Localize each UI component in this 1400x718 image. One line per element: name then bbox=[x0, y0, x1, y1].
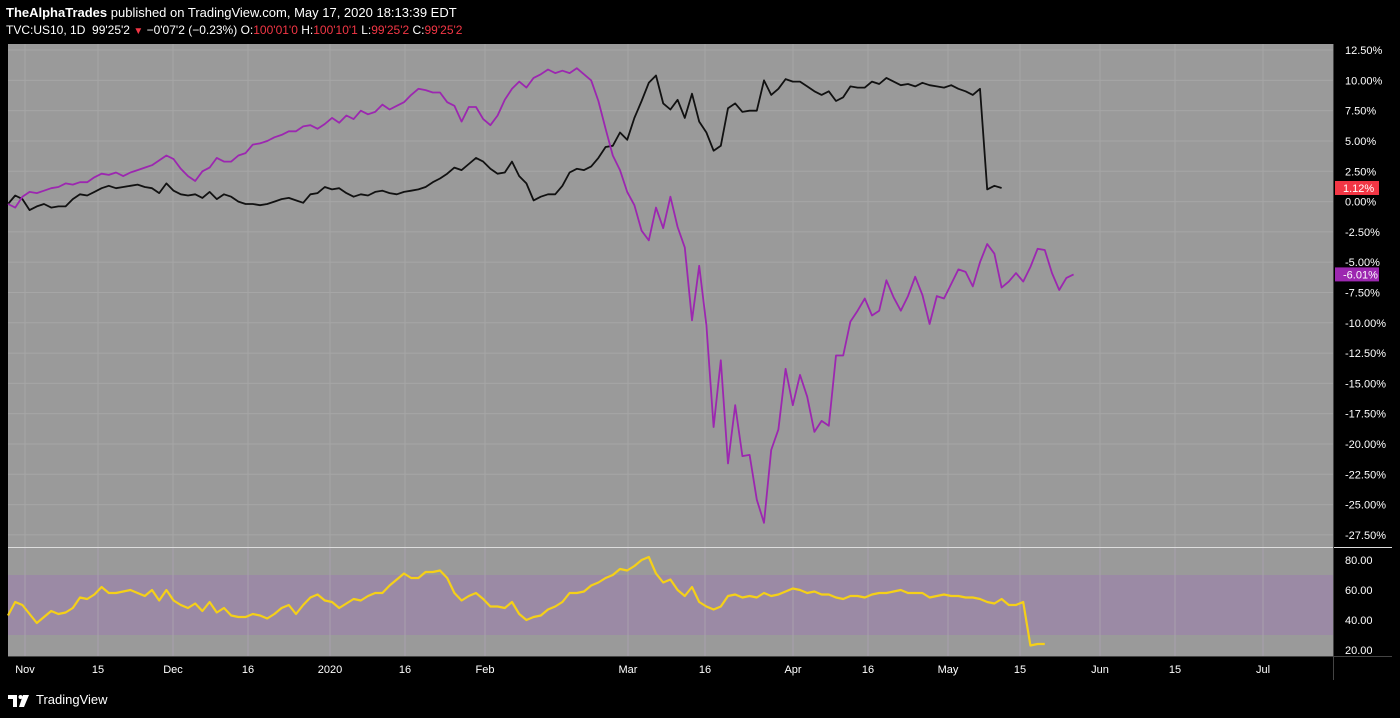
oscillator-y-tick-label: 20.00 bbox=[1345, 645, 1373, 657]
equity-series-line bbox=[7, 67, 1074, 524]
main-y-tick-label: 2.50% bbox=[1345, 166, 1376, 178]
time-axis-tick-label: 2020 bbox=[318, 664, 342, 676]
oscillator-y-tick-label: 80.00 bbox=[1345, 555, 1373, 567]
close-value: 99'25'2 bbox=[424, 23, 463, 37]
oscillator-y-axis[interactable]: 80.00 60.00 40.00 20.00 bbox=[1345, 555, 1373, 657]
equity-last-value-badge bbox=[1335, 267, 1379, 282]
main-pane[interactable] bbox=[8, 44, 1333, 547]
oscillator-y-tick-label: 40.00 bbox=[1345, 615, 1373, 627]
equity-last-value-text: -6.01% bbox=[1343, 269, 1378, 281]
last-price: 99'25'2 bbox=[92, 23, 130, 37]
main-y-tick-label: 5.00% bbox=[1345, 136, 1376, 148]
time-axis-tick-label: May bbox=[938, 664, 959, 676]
main-y-tick-label: -5.00% bbox=[1345, 257, 1380, 269]
time-axis-tick-label: Dec bbox=[163, 664, 183, 676]
open-value: 100'01'0 bbox=[253, 23, 298, 37]
main-y-tick-label: -27.50% bbox=[1345, 530, 1386, 542]
main-y-tick-label: 10.00% bbox=[1345, 75, 1383, 87]
footer: TradingView bbox=[0, 686, 1400, 718]
high-label: H: bbox=[301, 23, 314, 37]
time-axis-tick-label: 15 bbox=[1169, 664, 1181, 676]
time-axis-tick-label: 15 bbox=[1014, 664, 1026, 676]
time-axis-tick-label: Nov bbox=[15, 664, 35, 676]
main-y-tick-label: -20.00% bbox=[1345, 439, 1386, 451]
main-gridlines bbox=[8, 44, 1333, 547]
us10-series-line bbox=[7, 74, 1002, 212]
time-axis-tick-label: 16 bbox=[699, 664, 711, 676]
time-axis-tick-label: 15 bbox=[92, 664, 104, 676]
main-y-tick-label: 7.50% bbox=[1345, 106, 1376, 118]
main-y-tick-label: -7.50% bbox=[1345, 287, 1380, 299]
us10-last-value-badge bbox=[1335, 180, 1379, 195]
price-change: −0'07'2 (−0.23%) bbox=[146, 23, 238, 37]
rsi-series-line bbox=[7, 555, 1045, 647]
main-y-tick-label: -15.00% bbox=[1345, 378, 1386, 390]
tradingview-logo[interactable]: TradingView bbox=[8, 692, 108, 707]
close-label: C: bbox=[412, 23, 425, 37]
us10-last-value-text: 1.12% bbox=[1343, 183, 1374, 195]
publish-info: TheAlphaTrades published on TradingView.… bbox=[6, 5, 457, 20]
time-axis-tick-label: Apr bbox=[784, 664, 801, 676]
publish-text: published on TradingView.com, May 17, 20… bbox=[107, 5, 457, 20]
down-triangle-icon: ▼ bbox=[133, 26, 144, 37]
main-y-tick-label: -2.50% bbox=[1345, 227, 1380, 239]
low-value: 99'25'2 bbox=[371, 23, 410, 37]
time-axis-tick-label: 16 bbox=[862, 664, 874, 676]
time-axis-tick-label: Feb bbox=[476, 664, 495, 676]
author-name[interactable]: TheAlphaTrades bbox=[6, 5, 108, 20]
time-axis-tick-label: Jul bbox=[1256, 664, 1270, 676]
time-axis-tick-label: Jun bbox=[1091, 664, 1109, 676]
footer-brand: TradingView bbox=[36, 692, 108, 707]
open-label: O: bbox=[240, 23, 254, 37]
time-axis-tick-label: 16 bbox=[242, 664, 254, 676]
rsi-band bbox=[8, 575, 1333, 635]
low-label: L: bbox=[361, 23, 372, 37]
time-axis-tick-label: Mar bbox=[619, 664, 638, 676]
symbol-legend[interactable]: TVC:US10, 1D 99'25'2 ▼ −0'07'2 (−0.23%) … bbox=[6, 23, 462, 37]
main-y-axis[interactable]: 12.50% 10.00% 7.50% 5.00% 2.50% 0.00% -2.50% -5… bbox=[1345, 45, 1386, 542]
main-y-tick-label: -22.50% bbox=[1345, 469, 1386, 481]
main-y-tick-label: -10.00% bbox=[1345, 318, 1386, 330]
oscillator-gridlines bbox=[24, 548, 1264, 656]
main-y-tick-label: -17.50% bbox=[1345, 409, 1386, 421]
time-axis[interactable]: Nov 15 Dec 16 2020 16 Feb Mar 16 Apr 16 May 15 Jun 15 J… bbox=[15, 664, 1270, 676]
tradingview-icon bbox=[8, 694, 29, 707]
oscillator-y-tick-label: 60.00 bbox=[1345, 585, 1373, 597]
main-y-tick-label: -25.00% bbox=[1345, 500, 1386, 512]
high-value: 100'10'1 bbox=[313, 23, 358, 37]
main-y-tick-label: 12.50% bbox=[1345, 45, 1383, 57]
last-value-badges: 1.12% -6.01% bbox=[1335, 180, 1379, 282]
chart-header: TheAlphaTrades published on TradingView.… bbox=[0, 0, 1400, 44]
time-axis-tick-label: 16 bbox=[399, 664, 411, 676]
main-y-tick-label: -12.50% bbox=[1345, 348, 1386, 360]
symbol-label: TVC:US10, 1D bbox=[6, 23, 86, 37]
main-y-tick-label: 0.00% bbox=[1345, 197, 1376, 209]
